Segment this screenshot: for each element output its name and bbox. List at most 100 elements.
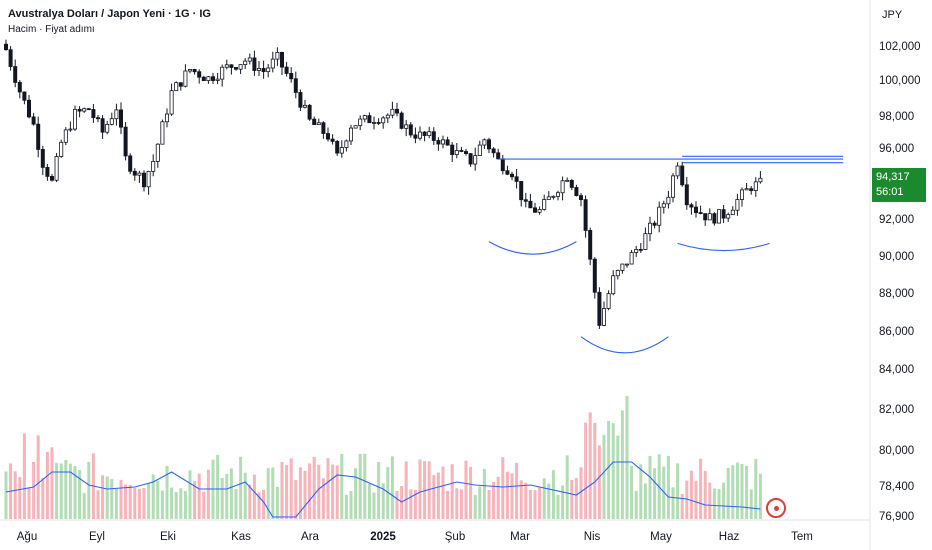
candle-body bbox=[735, 199, 740, 211]
volume-bar bbox=[643, 483, 647, 519]
candle-body bbox=[703, 213, 708, 221]
candle-body bbox=[197, 71, 202, 78]
candle-body bbox=[533, 207, 538, 213]
candle-body bbox=[588, 230, 593, 260]
candle-body bbox=[394, 108, 399, 114]
candle-body bbox=[77, 108, 82, 112]
candle-body bbox=[316, 122, 321, 126]
candle-body bbox=[293, 78, 298, 93]
volume-bar bbox=[206, 469, 210, 519]
volume-bar bbox=[409, 489, 413, 519]
volume-bar bbox=[487, 489, 491, 519]
price-tick-label: 78,400 bbox=[879, 481, 914, 493]
volume-bar bbox=[280, 461, 284, 519]
volume-bar bbox=[432, 475, 436, 519]
volume-bar bbox=[478, 486, 482, 519]
volume-bar bbox=[473, 494, 477, 519]
candle-body bbox=[542, 199, 547, 210]
volume-bar bbox=[151, 474, 155, 519]
volume-bar bbox=[294, 480, 298, 519]
volume-bar bbox=[119, 479, 123, 519]
volume-bar bbox=[114, 488, 118, 519]
volume-bar bbox=[36, 435, 40, 519]
volume-bar bbox=[648, 455, 652, 519]
volume-bar bbox=[27, 487, 31, 519]
candle-body bbox=[141, 172, 146, 188]
candle-body bbox=[422, 131, 427, 136]
candle-body bbox=[569, 179, 574, 188]
volume-bar bbox=[708, 482, 712, 519]
volume-bar bbox=[50, 447, 54, 519]
candle-body bbox=[220, 66, 225, 80]
volume-bar bbox=[423, 461, 427, 519]
candle-body bbox=[758, 177, 763, 183]
candle-body bbox=[689, 204, 694, 208]
volume-bar bbox=[303, 470, 307, 519]
volume-bar bbox=[220, 478, 224, 519]
volume-bar bbox=[335, 465, 339, 519]
candle-body bbox=[625, 263, 630, 266]
price-tick-label: 82,000 bbox=[879, 404, 914, 416]
volume-bar bbox=[59, 463, 63, 519]
candle-body bbox=[680, 165, 685, 186]
live-record-icon[interactable] bbox=[766, 498, 786, 518]
time-tick-label: Ara bbox=[301, 531, 320, 543]
candle-body bbox=[261, 68, 266, 73]
indicator-legend[interactable]: Hacim · Fiyat adımı bbox=[8, 24, 95, 35]
volume-bar bbox=[344, 494, 348, 519]
candle-body bbox=[123, 126, 128, 157]
volume-bar bbox=[666, 455, 670, 519]
volume-bar bbox=[188, 470, 192, 519]
candle-body bbox=[100, 118, 105, 133]
candle-body bbox=[509, 173, 514, 178]
candle-body bbox=[514, 176, 519, 182]
candle-body bbox=[597, 291, 602, 326]
time-axis[interactable]: Ağu Eyl Eki Kas Ara 2025 Şub Mar Nis May Haz Tem bbox=[17, 531, 813, 543]
volume-bar bbox=[165, 466, 169, 519]
live-record-dot bbox=[774, 506, 779, 511]
time-tick-label: Şub bbox=[445, 531, 465, 543]
candle-body bbox=[215, 78, 220, 81]
candle-body bbox=[348, 127, 353, 142]
time-tick-label: Tem bbox=[791, 531, 813, 543]
candle-body bbox=[4, 43, 9, 51]
volume-bar bbox=[174, 492, 178, 519]
volume-bar bbox=[570, 480, 574, 519]
candle-body bbox=[583, 199, 588, 231]
head-arc bbox=[580, 336, 669, 354]
volume-bar bbox=[620, 410, 624, 519]
candle-body bbox=[417, 131, 422, 139]
volume-bar bbox=[680, 493, 684, 519]
candle-body bbox=[477, 144, 482, 156]
volume-bar bbox=[565, 455, 569, 519]
volume-bar bbox=[45, 452, 49, 519]
candle-body bbox=[174, 82, 179, 92]
candle-body bbox=[201, 76, 206, 82]
candle-body bbox=[519, 181, 524, 201]
volume-bar bbox=[749, 489, 753, 519]
volume-bar bbox=[653, 468, 657, 519]
volume-bar bbox=[731, 465, 735, 519]
volume-bar bbox=[239, 456, 243, 519]
price-axis[interactable]: 102,000100,00098,00096,00094,00092,00090… bbox=[879, 41, 921, 523]
candle-body bbox=[63, 129, 68, 143]
candle-body bbox=[59, 141, 64, 157]
volume-bar bbox=[607, 420, 611, 519]
candle-body bbox=[238, 64, 243, 70]
volume-bar bbox=[630, 465, 634, 519]
candle-body bbox=[312, 118, 317, 126]
price-tick-label: 86,000 bbox=[879, 326, 914, 338]
volume-bar bbox=[519, 480, 523, 519]
symbol-title[interactable]: Avustralya Doları / Japon Yeni · 1G · IG bbox=[8, 8, 211, 20]
price-tick-label: 98,000 bbox=[879, 111, 914, 123]
candle-body bbox=[579, 195, 584, 201]
volume-bar bbox=[340, 453, 344, 519]
time-tick-label: Eki bbox=[160, 531, 176, 543]
last-price-badge: 94,317 56:01 bbox=[872, 168, 926, 202]
time-tick-label: Kas bbox=[231, 531, 251, 543]
volume-bar bbox=[574, 478, 578, 519]
volume-bar bbox=[418, 459, 422, 519]
volume-ma-line bbox=[5, 461, 761, 518]
candle-body bbox=[335, 140, 340, 154]
